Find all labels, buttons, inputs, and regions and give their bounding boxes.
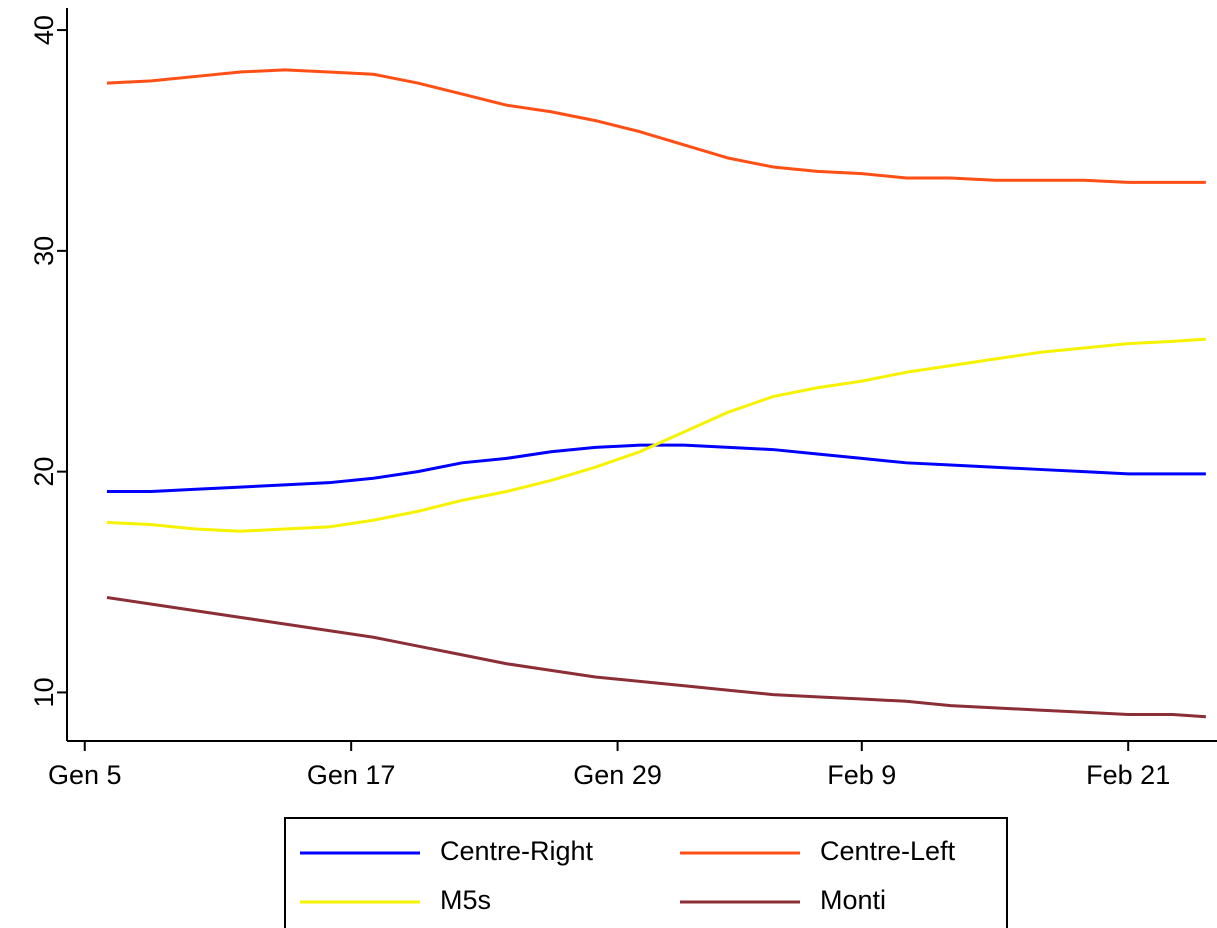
x-tick-label: Gen 29 [573, 760, 662, 790]
legend-box [284, 817, 1008, 928]
x-tick-label: Feb 21 [1086, 760, 1170, 790]
series-line [106, 443, 1206, 494]
legend-label: M5s [440, 885, 491, 915]
y-tick-label: 10 [29, 677, 59, 707]
series-line [106, 68, 1206, 184]
legend-label: Monti [820, 885, 886, 915]
x-tick-label: Gen 5 [48, 760, 122, 790]
y-tick-label: 40 [29, 15, 59, 45]
y-tick-label: 30 [29, 236, 59, 266]
series-line [106, 337, 1206, 533]
series-line [106, 596, 1206, 719]
y-tick-label: 20 [29, 457, 59, 487]
legend-label: Centre-Left [820, 836, 956, 866]
legend-label: Centre-Right [440, 836, 594, 866]
x-tick-label: Feb 9 [827, 760, 896, 790]
x-tick-label: Gen 17 [307, 760, 396, 790]
